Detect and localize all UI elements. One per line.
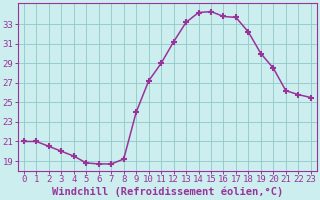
X-axis label: Windchill (Refroidissement éolien,°C): Windchill (Refroidissement éolien,°C) [52,187,283,197]
